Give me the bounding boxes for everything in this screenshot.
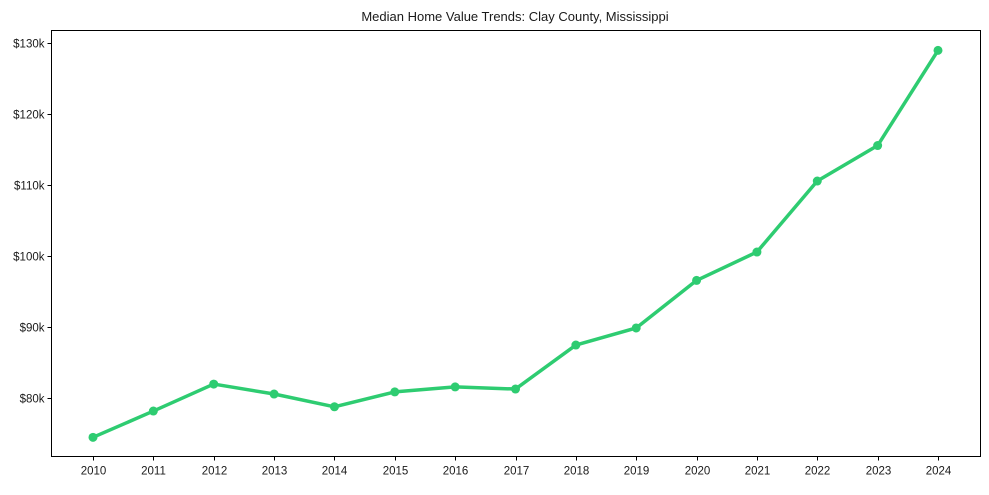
data-point-marker	[873, 141, 883, 151]
x-tick-label: 2024	[926, 466, 952, 478]
x-axis: 2010 2011 2012 2013 2014 2015 2016 2017 2018 2019…	[81, 456, 952, 478]
x-tick-label: 2023	[866, 466, 892, 478]
x-tick-label: 2017	[504, 466, 530, 478]
data-point-marker	[571, 340, 581, 350]
series-line	[91, 48, 940, 440]
data-point-marker	[390, 387, 400, 397]
x-tick-label: 2016	[443, 466, 469, 478]
x-tick-label: 2011	[141, 466, 166, 478]
data-point-marker	[752, 247, 762, 257]
x-tick-label: 2010	[81, 466, 107, 478]
data-point-marker	[692, 275, 702, 285]
data-point-marker	[933, 45, 943, 55]
data-point-marker	[631, 323, 641, 333]
y-tick-label: $80k	[20, 394, 45, 406]
x-tick-label: 2014	[322, 466, 348, 478]
data-point-marker	[812, 176, 822, 186]
y-axis: $80k $90k $100k $110k $120k $130k	[13, 39, 52, 406]
plot-area	[88, 45, 943, 442]
x-tick-label: 2013	[262, 466, 288, 478]
x-tick-label: 2020	[685, 466, 711, 478]
x-tick-label: 2019	[624, 466, 650, 478]
x-tick-label: 2012	[202, 466, 228, 478]
y-tick-label: $120k	[13, 110, 45, 122]
x-tick-label: 2018	[564, 466, 590, 478]
data-point-marker	[329, 402, 339, 412]
x-tick-label: 2021	[745, 466, 771, 478]
data-point-marker	[88, 432, 98, 442]
data-point-marker	[511, 384, 520, 394]
x-tick-label: 2015	[383, 466, 409, 478]
y-tick-label: $130k	[13, 39, 45, 51]
data-point-marker	[148, 406, 158, 416]
y-tick-label: $100k	[13, 252, 45, 264]
y-tick-label: $90k	[20, 323, 45, 335]
data-point-marker	[209, 379, 219, 389]
x-tick-label: 2022	[805, 466, 831, 478]
data-point-marker	[269, 389, 279, 399]
chart-title: Median Home Value Trends: Clay County, M…	[361, 9, 668, 24]
axes-frame	[51, 30, 981, 457]
data-point-marker	[450, 382, 460, 392]
y-tick-label: $110k	[14, 181, 45, 193]
